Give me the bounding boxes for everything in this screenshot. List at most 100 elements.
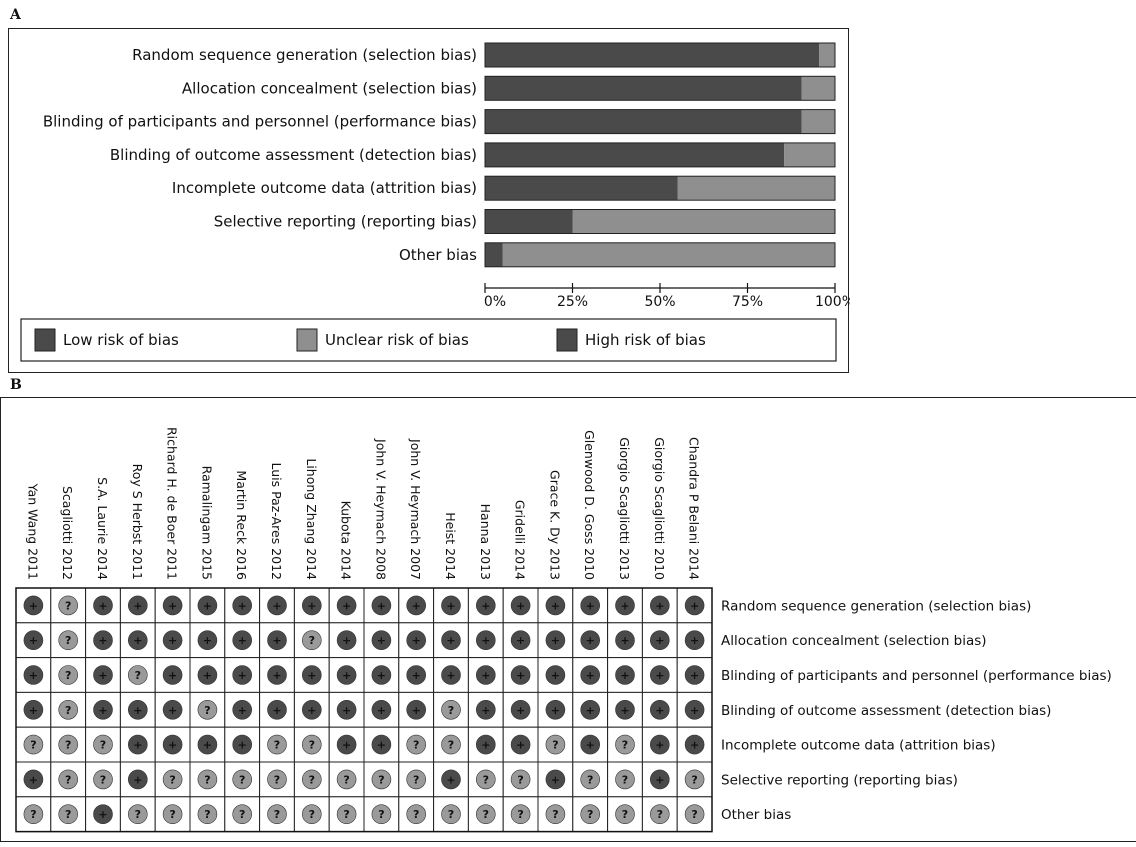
- low-risk-marker: [475, 665, 496, 685]
- study-label: Scagliotti 2012: [60, 486, 75, 580]
- judgement-symbol: +: [272, 704, 281, 717]
- grid-cell: [398, 622, 435, 659]
- low-risk-marker: [232, 630, 252, 650]
- low-risk-marker: [93, 595, 113, 616]
- domain-label: Blinding of outcome assessment (detectio…: [721, 703, 1051, 719]
- low-risk-marker: [93, 630, 113, 650]
- judgement-symbol: +: [203, 634, 212, 647]
- judgement-symbol: +: [620, 634, 629, 647]
- unclear-risk-marker: [615, 769, 635, 790]
- low-risk-marker: [649, 665, 670, 685]
- legend-label: Low risk of bias: [63, 331, 179, 349]
- judgement-symbol: +: [203, 599, 212, 612]
- judgement-symbol: ?: [413, 739, 419, 752]
- low-risk-marker: [580, 630, 601, 650]
- unclear-risk-marker: [684, 804, 705, 825]
- unclear-risk-marker: [197, 699, 218, 720]
- judgement-symbol: ?: [204, 808, 210, 821]
- bar-segment-0: [485, 142, 785, 167]
- judgement-symbol: +: [133, 739, 142, 752]
- low-risk-marker: [301, 595, 322, 616]
- judgement-symbol: +: [516, 634, 525, 647]
- low-risk-marker: [267, 665, 287, 685]
- judgement-symbol: +: [203, 669, 212, 682]
- judgement-symbol: +: [168, 739, 177, 752]
- bar-segment-1: [677, 176, 835, 201]
- low-risk-marker: [336, 734, 357, 755]
- unclear-risk-marker: [301, 804, 322, 825]
- legend-label: High risk of bias: [585, 331, 706, 349]
- judgement-symbol: +: [551, 773, 560, 786]
- domain-label: Allocation concealment (selection bias): [721, 633, 987, 649]
- bar-outline: [484, 242, 836, 268]
- judgement-symbol: +: [168, 704, 177, 717]
- low-risk-marker: [510, 630, 531, 650]
- unclear-risk-marker: [93, 734, 113, 755]
- low-risk-marker: [232, 665, 252, 685]
- legend-box: [20, 318, 837, 362]
- legend-label: Unclear risk of bias: [325, 331, 469, 349]
- legend-swatch: [34, 328, 56, 352]
- judgement-symbol: +: [446, 634, 455, 647]
- low-risk-marker: [128, 734, 148, 755]
- risk-of-bias-graph-svg: Random sequence generation (selection bi…: [20, 42, 855, 362]
- low-risk-marker: [545, 665, 566, 685]
- low-risk-marker: [615, 595, 635, 616]
- judgement-symbol: +: [412, 634, 421, 647]
- grid-cell: [398, 657, 435, 693]
- low-risk-marker: [128, 769, 148, 790]
- study-label: Giorgio Scagliotti 2013: [617, 437, 632, 580]
- unclear-risk-marker: [93, 769, 113, 790]
- judgement-symbol: +: [29, 634, 38, 647]
- judgement-symbol: ?: [204, 773, 210, 786]
- unclear-risk-marker: [162, 769, 183, 790]
- category-label: Blinding of outcome assessment (detectio…: [110, 146, 477, 164]
- bar-segment-1: [801, 109, 835, 134]
- unclear-risk-marker: [510, 769, 531, 790]
- judgement-symbol: +: [412, 669, 421, 682]
- low-risk-marker: [336, 630, 357, 650]
- low-risk-marker: [93, 804, 113, 825]
- unclear-risk-marker: [371, 804, 392, 825]
- low-risk-marker: [197, 665, 218, 685]
- judgement-symbol: +: [551, 704, 560, 717]
- unclear-risk-marker: [267, 734, 287, 755]
- category-label: Incomplete outcome data (attrition bias): [172, 179, 477, 197]
- category-label: Random sequence generation (selection bi…: [132, 46, 477, 64]
- judgement-symbol: +: [690, 669, 699, 682]
- judgement-symbol: ?: [65, 808, 71, 821]
- low-risk-marker: [128, 630, 148, 650]
- judgement-symbol: +: [238, 599, 247, 612]
- unclear-risk-marker: [301, 769, 322, 790]
- study-label: John V. Heymach 2007: [408, 438, 423, 580]
- judgement-symbol: ?: [239, 808, 245, 821]
- judgement-symbol: +: [551, 634, 560, 647]
- x-tick-label: 25%: [557, 294, 588, 310]
- low-risk-marker: [162, 595, 183, 616]
- unclear-risk-marker: [197, 804, 218, 825]
- judgement-symbol: ?: [30, 808, 36, 821]
- judgement-symbol: ?: [309, 739, 315, 752]
- judgement-symbol: +: [342, 599, 351, 612]
- judgement-symbol: +: [377, 669, 386, 682]
- judgement-symbol: +: [586, 669, 595, 682]
- unclear-risk-marker: [58, 595, 78, 616]
- judgement-symbol: ?: [169, 808, 175, 821]
- unclear-risk-marker: [406, 769, 427, 790]
- legend-swatch: [296, 328, 318, 352]
- judgement-symbol: +: [481, 599, 490, 612]
- low-risk-marker: [128, 699, 148, 720]
- low-risk-marker: [162, 734, 183, 755]
- low-risk-marker: [649, 769, 670, 790]
- low-risk-marker: [23, 665, 44, 685]
- judgement-symbol: ?: [30, 739, 36, 752]
- judgement-symbol: ?: [343, 773, 349, 786]
- judgement-symbol: +: [377, 634, 386, 647]
- low-risk-marker: [406, 699, 427, 720]
- study-label: Chandra P Belani 2014: [687, 437, 702, 580]
- judgement-symbol: +: [238, 634, 247, 647]
- low-risk-marker: [615, 630, 635, 650]
- judgement-symbol: ?: [204, 704, 210, 717]
- unclear-risk-marker: [441, 734, 461, 755]
- study-label: Roy S Herbst 2011: [130, 464, 145, 580]
